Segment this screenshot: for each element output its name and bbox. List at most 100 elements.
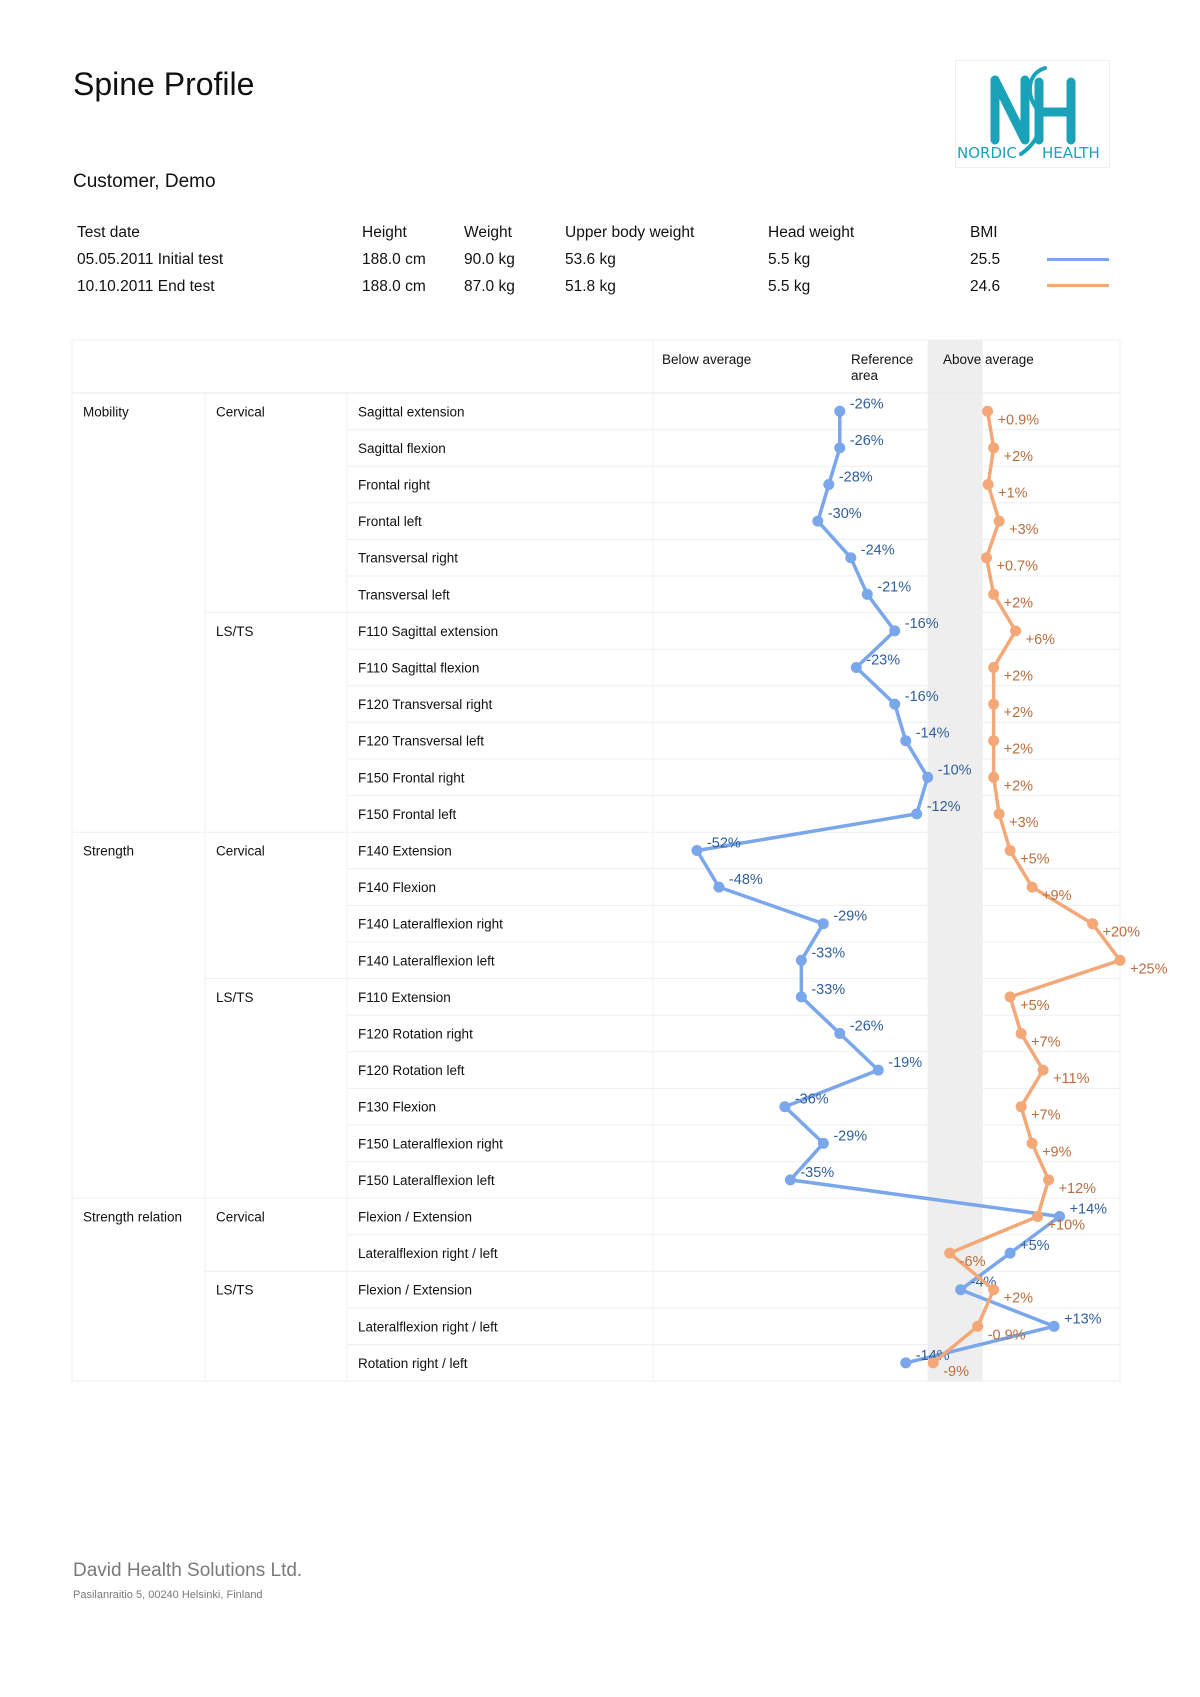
row2-height: 188.0 cm [362, 278, 426, 295]
data-point-2 [1043, 1174, 1055, 1186]
group-label: Mobility [83, 404, 129, 419]
category-label: F120 Transversal left [358, 734, 484, 749]
data-point-2 [944, 1247, 956, 1259]
zone-label-reference-area-line2: area [851, 368, 879, 383]
data-point-1 [850, 662, 862, 673]
region-label: Cervical [216, 404, 265, 419]
category-label: Transversal left [358, 587, 450, 602]
data-label-2: +2% [1004, 595, 1034, 611]
data-point-1 [889, 625, 901, 637]
category-label: F110 Sagittal flexion [358, 661, 479, 676]
data-point-1 [779, 1101, 791, 1113]
data-label-1: -33% [811, 982, 845, 998]
data-label-2: +9% [1042, 1144, 1072, 1160]
data-point-2 [1032, 1211, 1044, 1222]
data-label-1: -48% [729, 872, 763, 888]
category-label: Lateralflexion right / left [358, 1246, 498, 1261]
data-point-1 [834, 405, 846, 417]
data-label-1: -28% [839, 470, 873, 486]
data-label-2: +5% [1020, 998, 1050, 1014]
category-label: Rotation right / left [358, 1356, 468, 1371]
footer-company: David Health Solutions Ltd. [73, 1560, 303, 1581]
category-label: Flexion / Extension [358, 1210, 472, 1225]
data-point-2 [993, 808, 1005, 820]
data-point-1 [713, 881, 725, 893]
data-point-2 [993, 515, 1005, 527]
data-point-1 [812, 515, 824, 527]
data-point-1 [872, 1064, 884, 1076]
data-label-1: -16% [905, 616, 939, 632]
data-point-2 [988, 771, 1000, 783]
category-label: F120 Rotation left [358, 1063, 465, 1078]
data-label-1: -21% [877, 579, 911, 595]
data-point-1 [795, 991, 807, 1003]
data-label-2: +20% [1103, 925, 1141, 941]
data-label-2: +7% [1031, 1108, 1061, 1124]
category-label: F110 Extension [358, 990, 451, 1005]
category-label: F140 Flexion [358, 880, 436, 895]
header-weight: Weight [464, 224, 512, 241]
category-label: Sagittal extension [358, 404, 465, 419]
row1-bmi: 25.5 [970, 251, 1001, 268]
category-label: Sagittal flexion [358, 441, 446, 456]
data-point-1 [691, 845, 703, 856]
data-point-2 [988, 662, 1000, 673]
data-point-2 [1004, 991, 1016, 1003]
header-test-date: Test date [77, 224, 140, 241]
data-point-1 [795, 954, 807, 966]
header-upper-body-weight: Upper body weight [565, 224, 695, 241]
data-label-1: -14% [916, 726, 950, 742]
data-label-1: -36% [795, 1092, 829, 1108]
data-label-1: -19% [888, 1055, 922, 1071]
row1-head-weight: 5.5 kg [768, 251, 811, 268]
data-label-2: +2% [1004, 705, 1034, 721]
data-point-1 [823, 479, 835, 490]
data-point-2 [1010, 625, 1022, 637]
data-point-1 [834, 442, 846, 454]
category-label: Lateralflexion right / left [358, 1319, 498, 1334]
region-label: LS/TS [216, 990, 254, 1005]
row2-head-weight: 5.5 kg [768, 278, 811, 295]
region-label: Cervical [216, 1210, 265, 1225]
category-label: Frontal left [358, 514, 422, 529]
data-label-2: +25% [1130, 961, 1168, 977]
group-label: Strength relation [83, 1210, 182, 1225]
data-label-2: -6% [960, 1254, 986, 1270]
data-point-2 [980, 552, 992, 564]
data-point-2 [1087, 918, 1099, 930]
data-point-1 [817, 1137, 829, 1149]
data-label-1: -12% [927, 799, 961, 815]
row2-upper-body-weight: 51.8 kg [565, 278, 616, 295]
category-label: Flexion / Extension [358, 1283, 472, 1298]
data-point-1 [889, 698, 901, 710]
category-label: F140 Lateralflexion right [358, 917, 503, 932]
data-point-2 [1026, 881, 1038, 893]
data-label-2: +2% [1004, 742, 1034, 758]
logo: NORDIC HEALTH [955, 60, 1110, 168]
data-point-2 [988, 1284, 1000, 1296]
header-bmi: BMI [970, 224, 998, 241]
data-label-1: -10% [938, 762, 972, 778]
data-label-1: -26% [850, 1019, 884, 1035]
data-point-1 [784, 1174, 796, 1186]
header-height: Height [362, 224, 407, 241]
data-label-1: +13% [1064, 1311, 1102, 1327]
data-label-1: -14% [916, 1348, 950, 1364]
data-point-1 [955, 1284, 967, 1296]
row2-weight: 87.0 kg [464, 278, 515, 295]
data-label-1: -16% [905, 689, 939, 705]
data-label-1: -30% [828, 506, 862, 522]
data-point-1 [845, 552, 857, 564]
data-point-2 [988, 735, 1000, 747]
data-point-2 [1026, 1137, 1038, 1149]
data-label-1: -26% [850, 433, 884, 449]
data-point-2 [1037, 1064, 1049, 1076]
data-label-2: +2% [1004, 669, 1034, 685]
data-point-1 [861, 588, 873, 600]
data-label-2: +10% [1048, 1218, 1086, 1234]
legend-line-end [1047, 284, 1109, 287]
category-label: Transversal right [358, 551, 458, 566]
category-label: F150 Frontal left [358, 807, 457, 822]
category-label: F140 Lateralflexion left [358, 953, 495, 968]
